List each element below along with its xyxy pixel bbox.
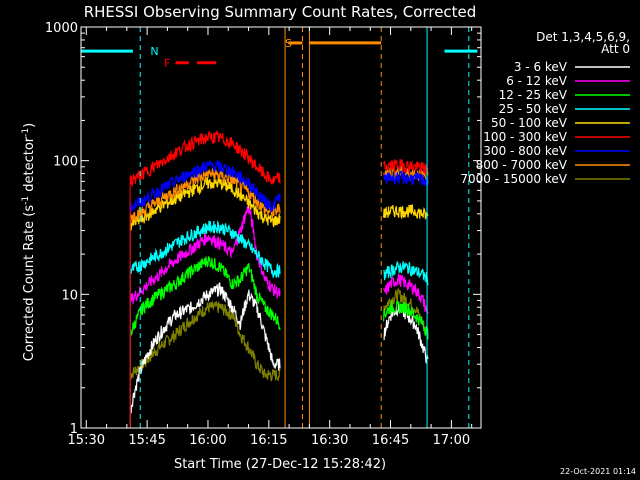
y-tick-label: 10 xyxy=(61,288,78,303)
series-line xyxy=(383,299,429,340)
x-tick-label: 16:15 xyxy=(250,433,287,448)
series-line xyxy=(129,129,281,187)
y-tick-label: 100 xyxy=(53,155,78,170)
series-line xyxy=(129,256,281,337)
plot-frame xyxy=(80,26,482,429)
legend-header-line1: Det 1,3,4,5,6,9, xyxy=(536,30,630,44)
series-line xyxy=(383,159,429,175)
legend-label: 300 - 800 keV xyxy=(483,144,567,158)
y-tick-label: 1 xyxy=(70,422,78,437)
legend-label: 3 - 6 keV xyxy=(514,60,568,74)
x-tick-label: 16:45 xyxy=(372,433,409,448)
series-line xyxy=(383,273,429,315)
legend-label: 800 - 7000 keV xyxy=(476,158,568,172)
x-tick-label: 15:45 xyxy=(128,433,165,448)
plot-data-area xyxy=(129,129,429,428)
series-line xyxy=(129,220,281,280)
legend-label: 25 - 50 keV xyxy=(499,102,568,116)
series-line xyxy=(129,204,281,307)
series-line xyxy=(129,301,281,382)
series-line xyxy=(383,170,429,187)
legend-label: 100 - 300 keV xyxy=(483,130,567,144)
flag-label-n: N xyxy=(150,45,158,58)
x-tick-label: 17:00 xyxy=(433,433,470,448)
x-tick-label: 15:30 xyxy=(68,433,105,448)
flag-label-s: S xyxy=(285,37,292,50)
series-line xyxy=(129,158,281,213)
plot-axes: 15:30 15:45 16:00 16:15 16:30 16:45 17:00 1 10 10… xyxy=(45,21,482,448)
x-axis-label: Start Time (27-Dec-12 15:28:42) xyxy=(174,457,386,472)
series-line xyxy=(129,168,281,223)
legend-label: 7000 - 15000 keV xyxy=(460,172,567,186)
series-line xyxy=(383,203,429,220)
x-tick-label: 16:00 xyxy=(189,433,226,448)
timestamp: 22-Oct-2021 01:14 xyxy=(560,467,636,476)
y-axis-label: Corrected Count Rate (s-1 detector-1) xyxy=(21,123,37,361)
series-line xyxy=(129,282,281,414)
legend-label: 12 - 25 keV xyxy=(499,88,568,102)
y-tick-label: 1000 xyxy=(45,21,78,36)
legend-label: 6 - 12 keV xyxy=(506,74,568,88)
flag-label-f: F xyxy=(164,57,170,70)
legend-label: 50 - 100 keV xyxy=(491,116,568,130)
series-line xyxy=(383,260,429,286)
legend-header-line2: Att 0 xyxy=(601,42,630,56)
x-tick-label: 16:30 xyxy=(311,433,348,448)
chart-title: RHESSI Observing Summary Count Rates, Co… xyxy=(84,3,477,21)
